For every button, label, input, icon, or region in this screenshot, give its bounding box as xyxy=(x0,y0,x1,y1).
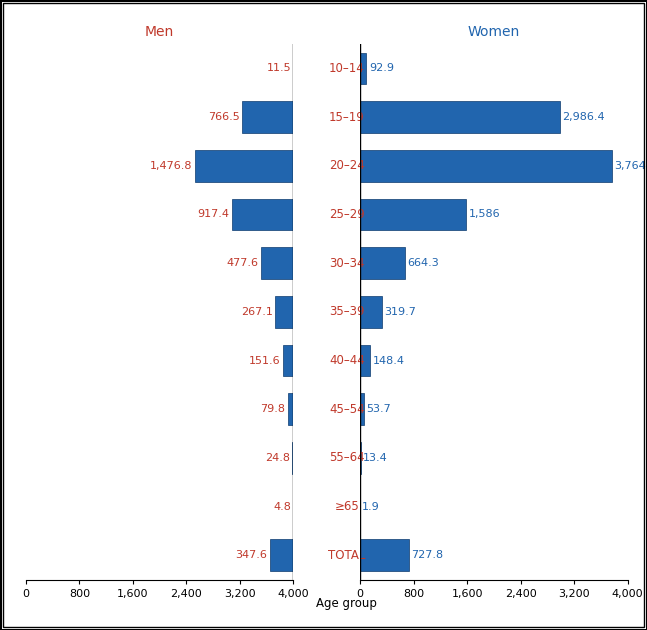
Text: 727.8: 727.8 xyxy=(411,550,444,560)
Text: 151.6: 151.6 xyxy=(249,355,281,365)
Text: 92.9: 92.9 xyxy=(369,64,394,74)
Text: 319.7: 319.7 xyxy=(384,307,416,317)
Text: 11.5: 11.5 xyxy=(267,64,291,74)
Text: 3,764.3: 3,764.3 xyxy=(615,161,647,171)
Title: Men: Men xyxy=(145,25,174,39)
Text: Age group: Age group xyxy=(316,597,377,610)
Bar xyxy=(288,393,293,425)
Bar xyxy=(360,442,361,474)
Text: ≥65: ≥65 xyxy=(334,500,359,513)
Text: 55–64: 55–64 xyxy=(329,452,365,464)
Bar xyxy=(360,393,364,425)
Text: 267.1: 267.1 xyxy=(241,307,273,317)
Text: 917.4: 917.4 xyxy=(197,210,229,219)
Text: 1,586: 1,586 xyxy=(469,210,501,219)
Text: 20–24: 20–24 xyxy=(329,159,365,172)
Bar xyxy=(360,198,466,231)
Bar xyxy=(283,345,293,376)
Bar xyxy=(360,345,370,376)
Text: 766.5: 766.5 xyxy=(208,112,239,122)
Bar xyxy=(360,53,366,84)
Text: 30–34: 30–34 xyxy=(329,256,364,270)
Text: 53.7: 53.7 xyxy=(366,404,391,414)
Text: 24.8: 24.8 xyxy=(265,453,291,463)
Bar xyxy=(232,198,293,231)
Title: Women: Women xyxy=(468,25,520,39)
Bar xyxy=(360,101,560,133)
Text: 10–14: 10–14 xyxy=(329,62,365,75)
Bar xyxy=(276,296,293,328)
Text: 25–29: 25–29 xyxy=(329,208,365,221)
Bar xyxy=(270,539,293,571)
Text: 35–39: 35–39 xyxy=(329,306,364,318)
Text: TOTAL: TOTAL xyxy=(328,549,366,562)
Text: 40–44: 40–44 xyxy=(329,354,365,367)
Bar xyxy=(195,150,293,181)
Text: 79.8: 79.8 xyxy=(260,404,285,414)
Bar xyxy=(360,539,409,571)
Bar xyxy=(292,53,293,84)
Bar xyxy=(360,150,612,181)
Bar xyxy=(360,248,404,279)
Text: 45–54: 45–54 xyxy=(329,403,365,416)
Text: 477.6: 477.6 xyxy=(226,258,259,268)
Text: 664.3: 664.3 xyxy=(407,258,439,268)
Bar xyxy=(261,248,293,279)
Text: 1.9: 1.9 xyxy=(362,501,379,512)
Text: 4.8: 4.8 xyxy=(274,501,292,512)
Text: 347.6: 347.6 xyxy=(236,550,267,560)
Text: 148.4: 148.4 xyxy=(373,355,405,365)
Text: 13.4: 13.4 xyxy=(362,453,387,463)
Text: 2,986.4: 2,986.4 xyxy=(562,112,605,122)
Text: 15–19: 15–19 xyxy=(329,111,365,123)
Bar xyxy=(360,296,382,328)
Bar xyxy=(292,442,293,474)
Bar xyxy=(242,101,293,133)
Text: 1,476.8: 1,476.8 xyxy=(149,161,192,171)
